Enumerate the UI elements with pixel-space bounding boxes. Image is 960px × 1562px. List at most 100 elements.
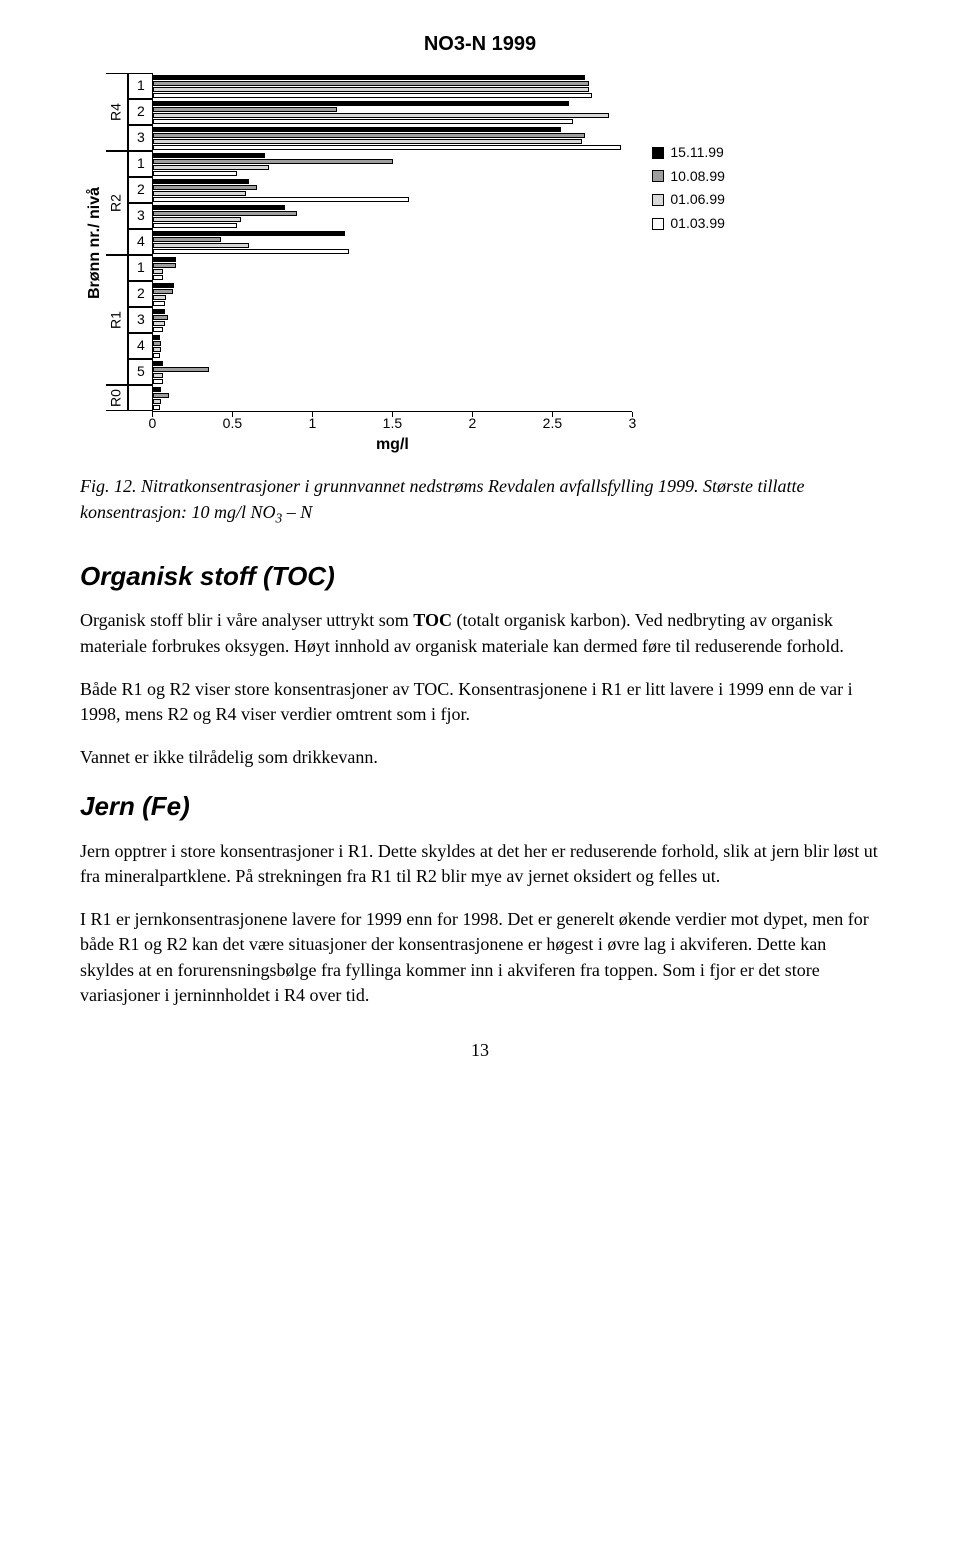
bar bbox=[153, 367, 209, 372]
bar bbox=[153, 237, 220, 242]
chart-title: NO3-N 1999 bbox=[80, 30, 880, 58]
bar-row bbox=[153, 229, 632, 255]
bar bbox=[153, 101, 569, 106]
category-label: 1 bbox=[128, 151, 152, 177]
bar bbox=[153, 165, 268, 170]
bar bbox=[153, 341, 161, 346]
toc-paragraph-2: Både R1 og R2 viser store konsentrasjone… bbox=[80, 677, 880, 727]
bar bbox=[153, 223, 236, 228]
bar bbox=[153, 309, 164, 314]
bar-row bbox=[153, 255, 632, 281]
category-label bbox=[128, 385, 152, 411]
bar-row bbox=[153, 203, 632, 229]
bar bbox=[153, 113, 609, 118]
chart-legend: 15.11.99 10.08.99 01.06.99 01.03.99 bbox=[652, 143, 725, 237]
bar bbox=[153, 93, 591, 98]
legend-label: 15.11.99 bbox=[670, 143, 723, 163]
y-axis-title: Brønn nr./ nivå bbox=[80, 73, 106, 413]
bar bbox=[153, 263, 175, 268]
bar bbox=[153, 197, 409, 202]
plot-column: 00.511.522.53 mg/l bbox=[152, 73, 632, 456]
x-axis-ticks: 00.511.522.53 bbox=[152, 412, 632, 434]
bar-row bbox=[153, 333, 632, 359]
bar bbox=[153, 327, 163, 332]
x-tick-label: 0 bbox=[148, 414, 156, 434]
chart-wrapper: Brønn nr./ nivå R4R2R1R0 123123412345 00… bbox=[80, 73, 880, 456]
bar bbox=[153, 257, 175, 262]
bar bbox=[153, 275, 163, 280]
section-heading-jern: Jern (Fe) bbox=[80, 788, 880, 824]
toc-p1-a: Organisk stoff blir i våre analyser uttr… bbox=[80, 610, 413, 630]
legend-item: 15.11.99 bbox=[652, 143, 725, 163]
bar bbox=[153, 119, 572, 124]
legend-label: 01.06.99 bbox=[670, 190, 725, 210]
bar bbox=[153, 87, 588, 92]
legend-item: 01.06.99 bbox=[652, 190, 725, 210]
x-tick-label: 2.5 bbox=[543, 414, 562, 434]
group-label: R1 bbox=[106, 255, 128, 385]
bar bbox=[153, 393, 169, 398]
bar bbox=[153, 295, 166, 300]
bar bbox=[153, 373, 163, 378]
toc-paragraph-3: Vannet er ikke tilrådelig som drikkevann… bbox=[80, 745, 880, 770]
legend-label: 10.08.99 bbox=[670, 167, 725, 187]
x-tick-label: 3 bbox=[628, 414, 636, 434]
group-label: R4 bbox=[106, 73, 128, 151]
bar bbox=[153, 153, 265, 158]
bar bbox=[153, 185, 257, 190]
section-heading-toc: Organisk stoff (TOC) bbox=[80, 558, 880, 594]
bar bbox=[153, 211, 297, 216]
category-label: 5 bbox=[128, 359, 152, 385]
bar bbox=[153, 81, 588, 86]
category-label: 4 bbox=[128, 229, 152, 255]
bar bbox=[153, 321, 164, 326]
bar-row bbox=[153, 281, 632, 307]
group-label: R0 bbox=[106, 385, 128, 411]
bar bbox=[153, 127, 561, 132]
x-tick-label: 2 bbox=[468, 414, 476, 434]
bar bbox=[153, 335, 159, 340]
bar bbox=[153, 191, 246, 196]
bar bbox=[153, 361, 163, 366]
x-tick-label: 0.5 bbox=[223, 414, 242, 434]
legend-item: 01.03.99 bbox=[652, 214, 725, 234]
category-label: 2 bbox=[128, 177, 152, 203]
category-label: 2 bbox=[128, 99, 152, 125]
bar bbox=[153, 379, 163, 384]
legend-swatch bbox=[652, 147, 664, 159]
toc-p1-bold: TOC bbox=[413, 610, 452, 630]
category-label: 4 bbox=[128, 333, 152, 359]
bar bbox=[153, 231, 345, 236]
bar bbox=[153, 107, 337, 112]
plot-area bbox=[152, 73, 632, 412]
bar bbox=[153, 301, 164, 306]
legend-swatch bbox=[652, 218, 664, 230]
group-labels: R4R2R1R0 bbox=[106, 73, 128, 411]
category-label: 3 bbox=[128, 307, 152, 333]
jern-paragraph-1: Jern opptrer i store konsentrasjoner i R… bbox=[80, 839, 880, 889]
bar bbox=[153, 347, 161, 352]
bar bbox=[153, 133, 585, 138]
bar bbox=[153, 139, 582, 144]
bar-row bbox=[153, 307, 632, 333]
caption-prefix: Fig. 12. Nitratkonsentrasjoner i grunnva… bbox=[80, 476, 804, 521]
bar-row bbox=[153, 125, 632, 151]
bar-row bbox=[153, 99, 632, 125]
category-label: 3 bbox=[128, 203, 152, 229]
bar bbox=[153, 289, 172, 294]
bar bbox=[153, 243, 249, 248]
bar bbox=[153, 405, 159, 410]
category-label: 3 bbox=[128, 125, 152, 151]
bar bbox=[153, 75, 585, 80]
bar bbox=[153, 171, 236, 176]
bar bbox=[153, 315, 167, 320]
group-label: R2 bbox=[106, 151, 128, 255]
x-axis-title: mg/l bbox=[152, 434, 632, 456]
jern-paragraph-2: I R1 er jernkonsentrasjonene lavere for … bbox=[80, 907, 880, 1008]
bar bbox=[153, 249, 348, 254]
toc-paragraph-1: Organisk stoff blir i våre analyser uttr… bbox=[80, 608, 880, 658]
bar-row bbox=[153, 151, 632, 177]
legend-item: 10.08.99 bbox=[652, 167, 725, 187]
bar-row bbox=[153, 73, 632, 99]
bar bbox=[153, 269, 163, 274]
